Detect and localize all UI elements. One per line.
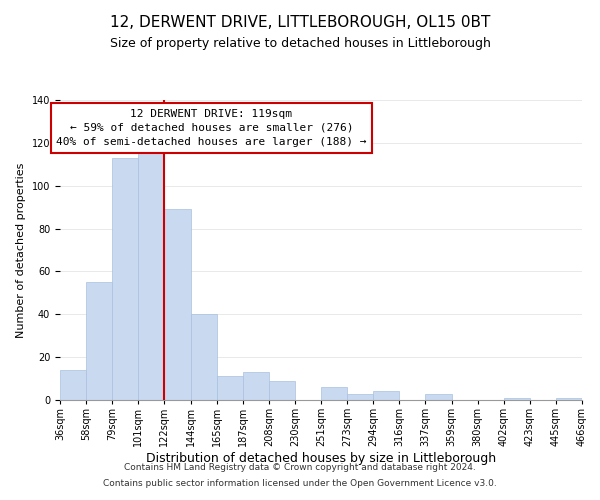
Bar — [243, 372, 269, 400]
Bar — [425, 394, 452, 400]
Bar — [86, 282, 112, 400]
Bar — [373, 392, 400, 400]
Y-axis label: Number of detached properties: Number of detached properties — [16, 162, 26, 338]
Bar — [504, 398, 530, 400]
Bar — [60, 370, 86, 400]
Bar — [321, 387, 347, 400]
Bar — [191, 314, 217, 400]
Bar — [556, 398, 582, 400]
X-axis label: Distribution of detached houses by size in Littleborough: Distribution of detached houses by size … — [146, 452, 496, 465]
Text: Contains public sector information licensed under the Open Government Licence v3: Contains public sector information licen… — [103, 478, 497, 488]
Text: Size of property relative to detached houses in Littleborough: Size of property relative to detached ho… — [110, 38, 490, 51]
Bar — [164, 210, 191, 400]
Text: 12 DERWENT DRIVE: 119sqm
← 59% of detached houses are smaller (276)
40% of semi-: 12 DERWENT DRIVE: 119sqm ← 59% of detach… — [56, 109, 367, 147]
Text: 12, DERWENT DRIVE, LITTLEBOROUGH, OL15 0BT: 12, DERWENT DRIVE, LITTLEBOROUGH, OL15 0… — [110, 15, 490, 30]
Bar — [217, 376, 243, 400]
Bar — [269, 380, 295, 400]
Bar — [347, 394, 373, 400]
Bar — [112, 158, 139, 400]
Bar — [139, 152, 164, 400]
Text: Contains HM Land Registry data © Crown copyright and database right 2024.: Contains HM Land Registry data © Crown c… — [124, 464, 476, 472]
